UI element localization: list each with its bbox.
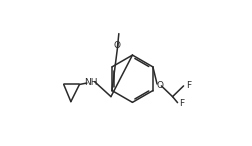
Text: O: O xyxy=(156,81,163,90)
Text: NH: NH xyxy=(84,78,98,87)
Text: O: O xyxy=(114,41,121,50)
Text: F: F xyxy=(179,99,184,108)
Text: F: F xyxy=(186,81,191,90)
